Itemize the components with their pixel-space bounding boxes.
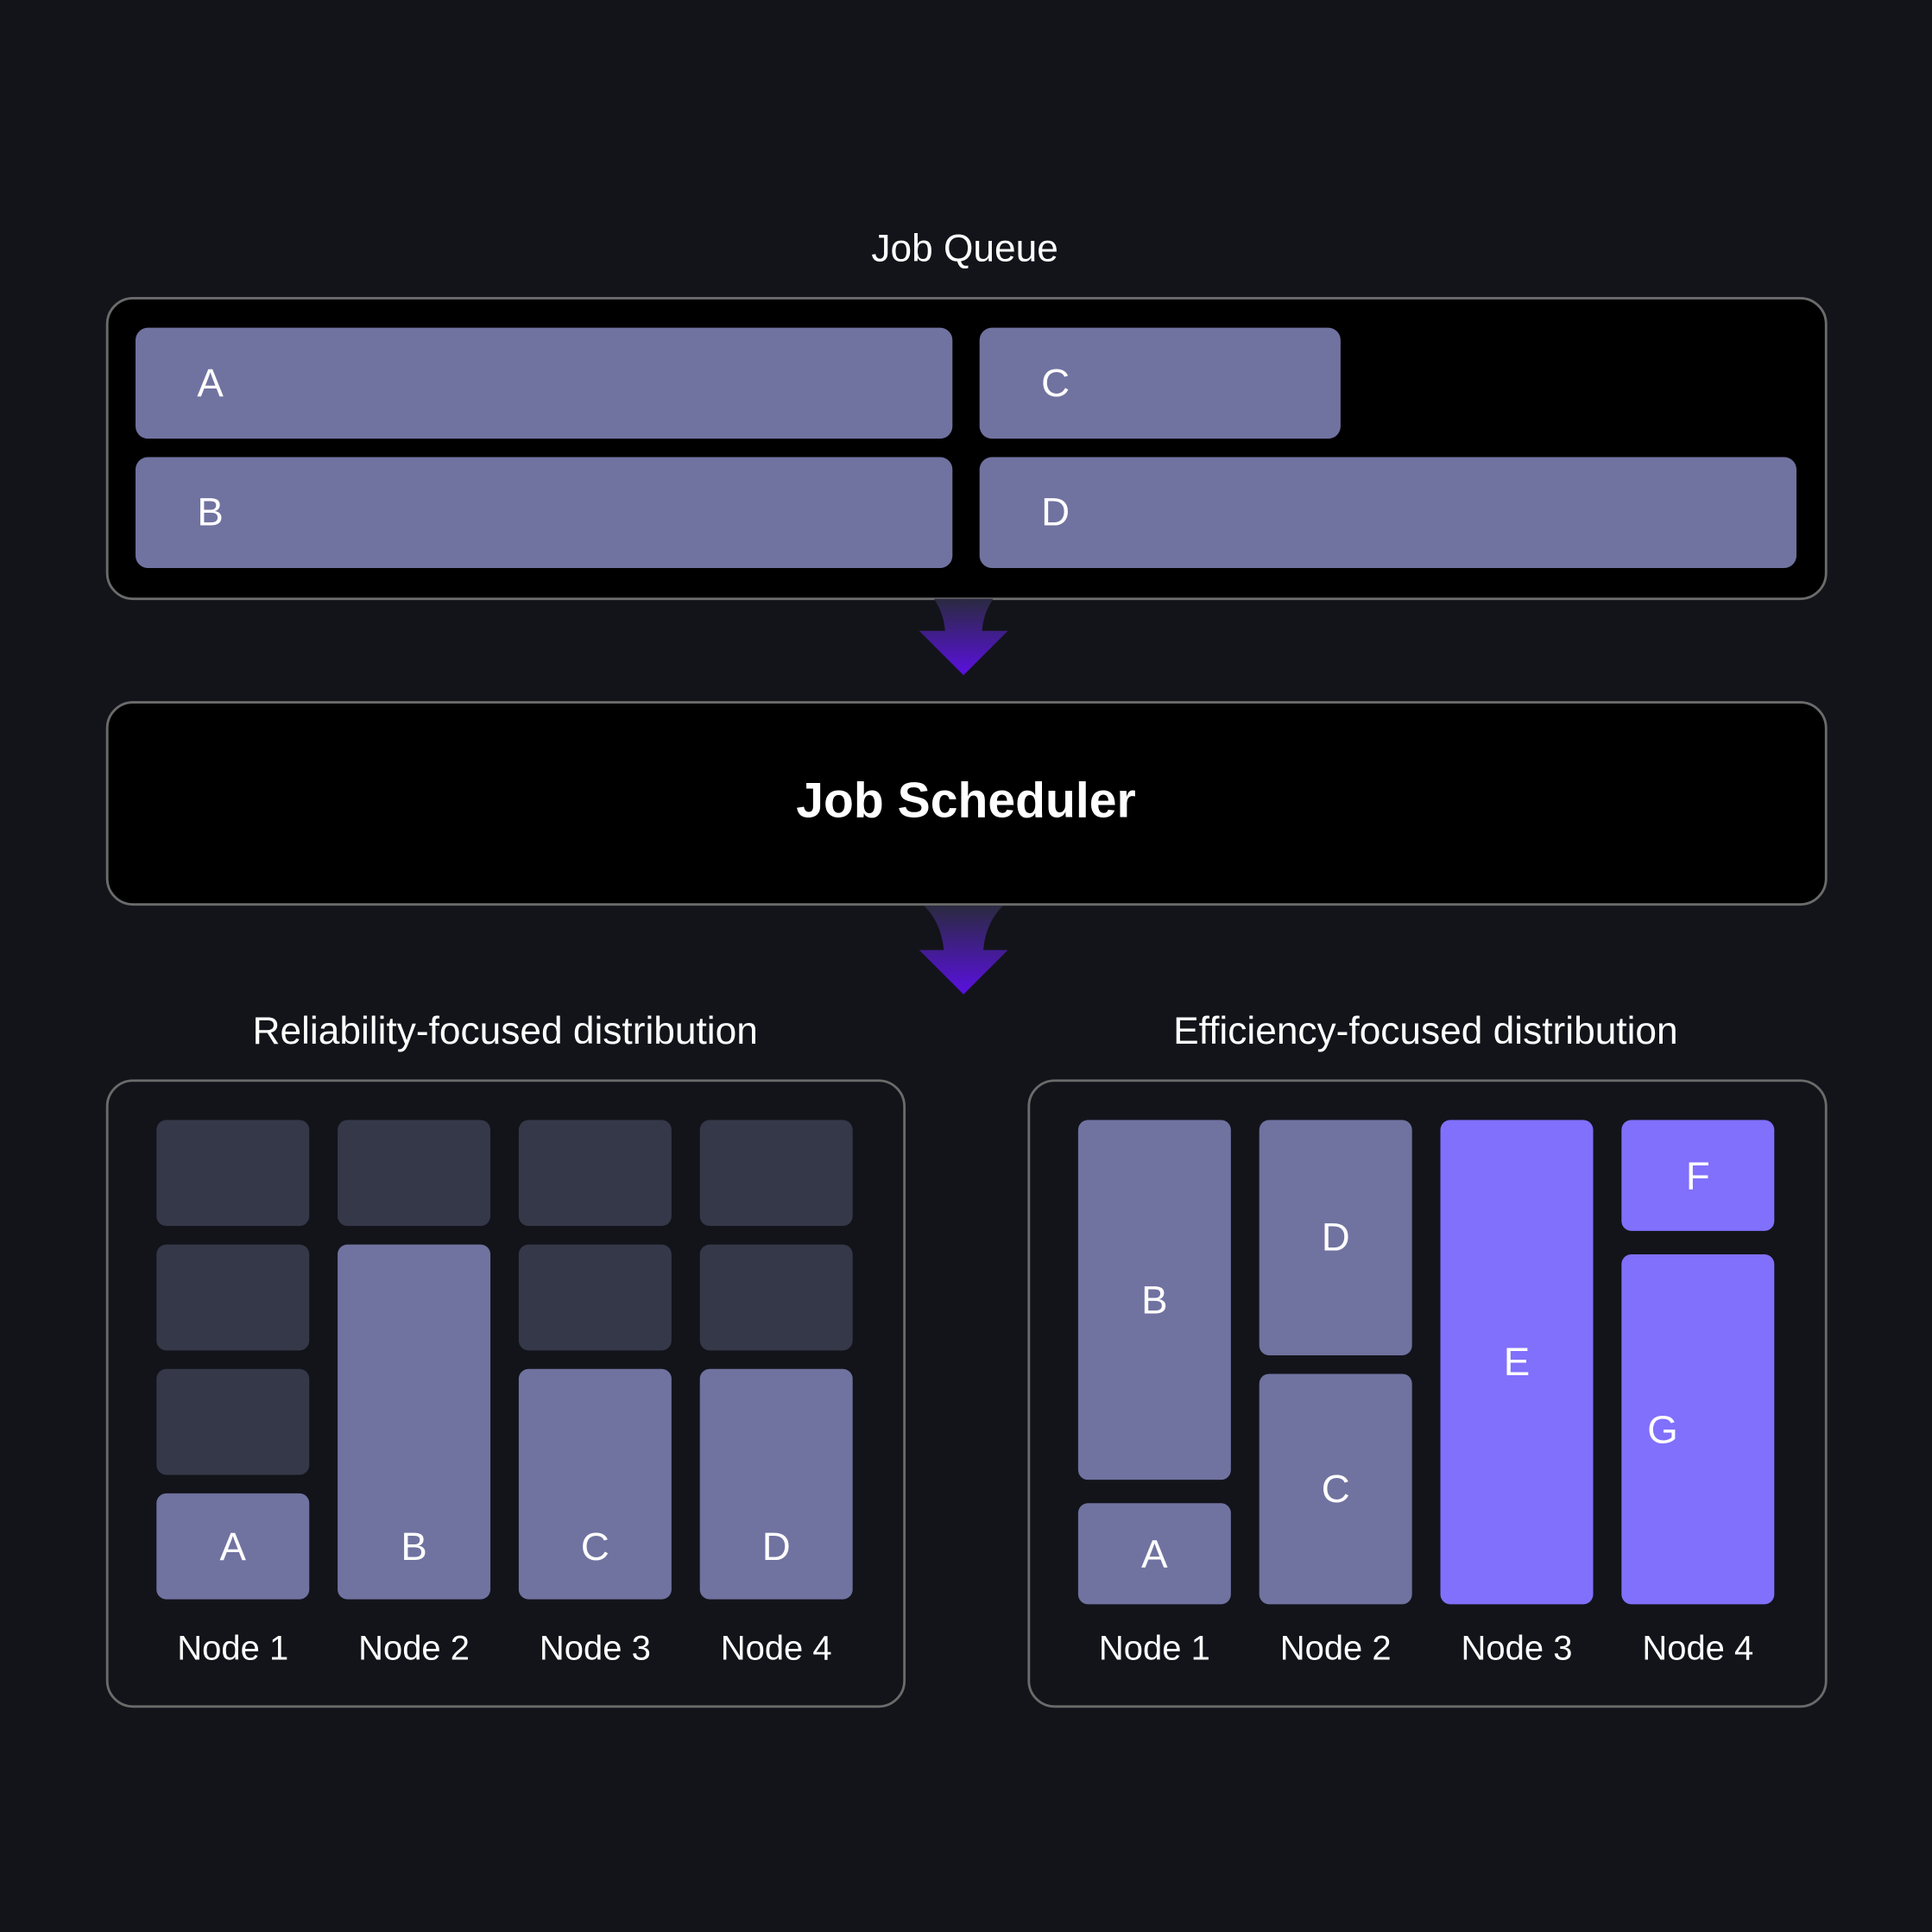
empty-slot (699, 1120, 853, 1227)
empty-slot (156, 1120, 310, 1227)
empty-slot (156, 1244, 310, 1351)
node-label: Node 4 (720, 1628, 832, 1668)
job-c: C (1259, 1373, 1412, 1605)
job-b: B (338, 1244, 491, 1600)
job-queue-title: Job Queue (871, 226, 1058, 270)
node-label: Node 4 (1642, 1628, 1754, 1668)
empty-slot (518, 1120, 672, 1227)
job-label: A (197, 360, 224, 405)
job-g: G (1621, 1253, 1775, 1605)
node-label: Node 3 (1461, 1628, 1573, 1668)
reliability-title: Reliability-focused distribution (252, 1008, 758, 1052)
job-f: F (1621, 1120, 1775, 1231)
node-label: Node 3 (539, 1628, 651, 1668)
node-label: Node 2 (1279, 1628, 1392, 1668)
node-label: Node 2 (358, 1628, 470, 1668)
empty-slot (699, 1244, 853, 1351)
node-label: Node 1 (1098, 1628, 1210, 1668)
job-a: A (1077, 1503, 1231, 1605)
queue-job-c: C (979, 327, 1341, 439)
job-label: D (1041, 489, 1070, 534)
queue-job-b: B (136, 457, 953, 568)
arrow-down-icon (919, 598, 1008, 676)
job-a: A (156, 1493, 310, 1600)
job-c: C (518, 1368, 672, 1600)
job-e: E (1440, 1120, 1594, 1605)
node-label: Node 1 (177, 1628, 289, 1668)
job-label: B (197, 489, 224, 534)
job-d: D (1259, 1120, 1412, 1356)
job-d: D (699, 1368, 853, 1600)
empty-slot (338, 1120, 491, 1227)
job-scheduler-title: Job Scheduler (796, 773, 1136, 829)
queue-job-d: D (979, 457, 1797, 568)
efficiency-title: Efficiency-focused distribution (1173, 1008, 1678, 1052)
empty-slot (156, 1368, 310, 1475)
empty-slot (518, 1244, 672, 1351)
job-label: C (1041, 360, 1070, 405)
job-b: B (1077, 1120, 1231, 1481)
queue-job-a: A (136, 327, 953, 439)
job-scheduler-box (105, 701, 1828, 906)
arrow-down-icon (919, 906, 1008, 994)
